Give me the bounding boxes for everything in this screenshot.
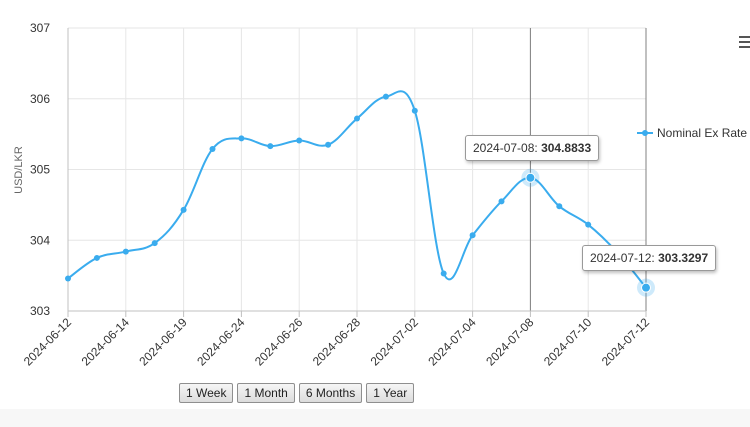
data-point[interactable] bbox=[93, 254, 100, 261]
x-tick-label: 2024-06-14 bbox=[79, 315, 133, 369]
tooltip-date: 2024-07-08 bbox=[473, 141, 535, 155]
data-point[interactable] bbox=[65, 275, 71, 282]
range-button-1-month[interactable]: 1 Month bbox=[237, 383, 295, 403]
range-button-1-week[interactable]: 1 Week bbox=[179, 383, 234, 403]
data-point[interactable] bbox=[440, 270, 447, 277]
data-point[interactable] bbox=[180, 206, 187, 213]
x-tick-label: 2024-07-10 bbox=[541, 315, 595, 369]
axes bbox=[67, 28, 647, 317]
tooltip-date: 2024-07-12 bbox=[590, 251, 652, 265]
y-axis-title: USD/LKR bbox=[13, 146, 25, 194]
hamburger-menu-icon[interactable] bbox=[739, 36, 750, 48]
series-points[interactable] bbox=[65, 93, 655, 297]
y-tick-label: 307 bbox=[30, 21, 50, 35]
data-point[interactable] bbox=[556, 203, 563, 210]
footer-band bbox=[0, 409, 750, 427]
series-line-group bbox=[67, 90, 647, 289]
x-tick-label: 2024-06-24 bbox=[194, 315, 248, 369]
data-point-hovered[interactable] bbox=[641, 282, 651, 293]
y-tick-label: 306 bbox=[30, 92, 50, 106]
y-axis-ticks: 303 304 305 306 307 bbox=[30, 21, 50, 318]
data-point[interactable] bbox=[585, 221, 592, 228]
grid-lines bbox=[67, 27, 647, 312]
data-point[interactable] bbox=[122, 248, 129, 255]
data-point[interactable] bbox=[498, 198, 505, 205]
data-point-hovered[interactable] bbox=[525, 172, 536, 183]
tooltip-separator: : bbox=[534, 141, 542, 155]
range-button-6-months[interactable]: 6 Months bbox=[298, 383, 363, 403]
tooltip-separator: : bbox=[651, 251, 659, 265]
data-point[interactable] bbox=[411, 107, 418, 114]
tooltip-2024-07-12: 2024-07-12: 303.3297 bbox=[582, 245, 717, 271]
legend-item-nominal-ex-rate[interactable]: Nominal Ex Rate bbox=[657, 126, 747, 140]
tooltip-value: 304.8833 bbox=[541, 141, 592, 155]
x-tick-label: 2024-06-26 bbox=[252, 315, 306, 369]
data-point[interactable] bbox=[325, 141, 332, 148]
x-tick-label: 2024-07-12 bbox=[599, 315, 653, 369]
x-tick-label: 2024-06-28 bbox=[310, 315, 364, 369]
legend-marker-symbol bbox=[642, 130, 648, 136]
x-tick-label: 2024-07-04 bbox=[425, 315, 479, 369]
tooltip-value: 303.3297 bbox=[658, 251, 709, 265]
legend[interactable]: Nominal Ex Rate bbox=[637, 126, 747, 140]
y-tick-label: 304 bbox=[30, 233, 50, 247]
data-point[interactable] bbox=[469, 232, 476, 239]
y-tick-label: 303 bbox=[30, 304, 50, 318]
data-point[interactable] bbox=[209, 145, 216, 152]
data-point[interactable] bbox=[354, 115, 360, 122]
data-point[interactable] bbox=[151, 240, 158, 247]
data-point[interactable] bbox=[238, 135, 245, 142]
series-line-nominal-ex-rate bbox=[67, 90, 647, 289]
data-point[interactable] bbox=[296, 137, 303, 144]
x-tick-label: 2024-06-19 bbox=[136, 315, 190, 369]
x-axis-ticks: 2024-06-12 2024-06-14 2024-06-19 2024-06-24… bbox=[21, 315, 653, 369]
y-tick-label: 305 bbox=[30, 163, 50, 177]
range-selector: 1 Week 1 Month 6 Months 1 Year bbox=[179, 383, 415, 403]
data-point[interactable] bbox=[382, 93, 389, 100]
x-tick-label: 2024-07-08 bbox=[483, 315, 537, 369]
x-tick-label: 2024-07-02 bbox=[368, 315, 422, 369]
x-tick-label: 2024-06-12 bbox=[21, 315, 75, 369]
tooltip-2024-07-08: 2024-07-08: 304.8833 bbox=[465, 135, 600, 161]
range-button-1-year[interactable]: 1 Year bbox=[366, 383, 415, 403]
data-point[interactable] bbox=[267, 143, 274, 150]
